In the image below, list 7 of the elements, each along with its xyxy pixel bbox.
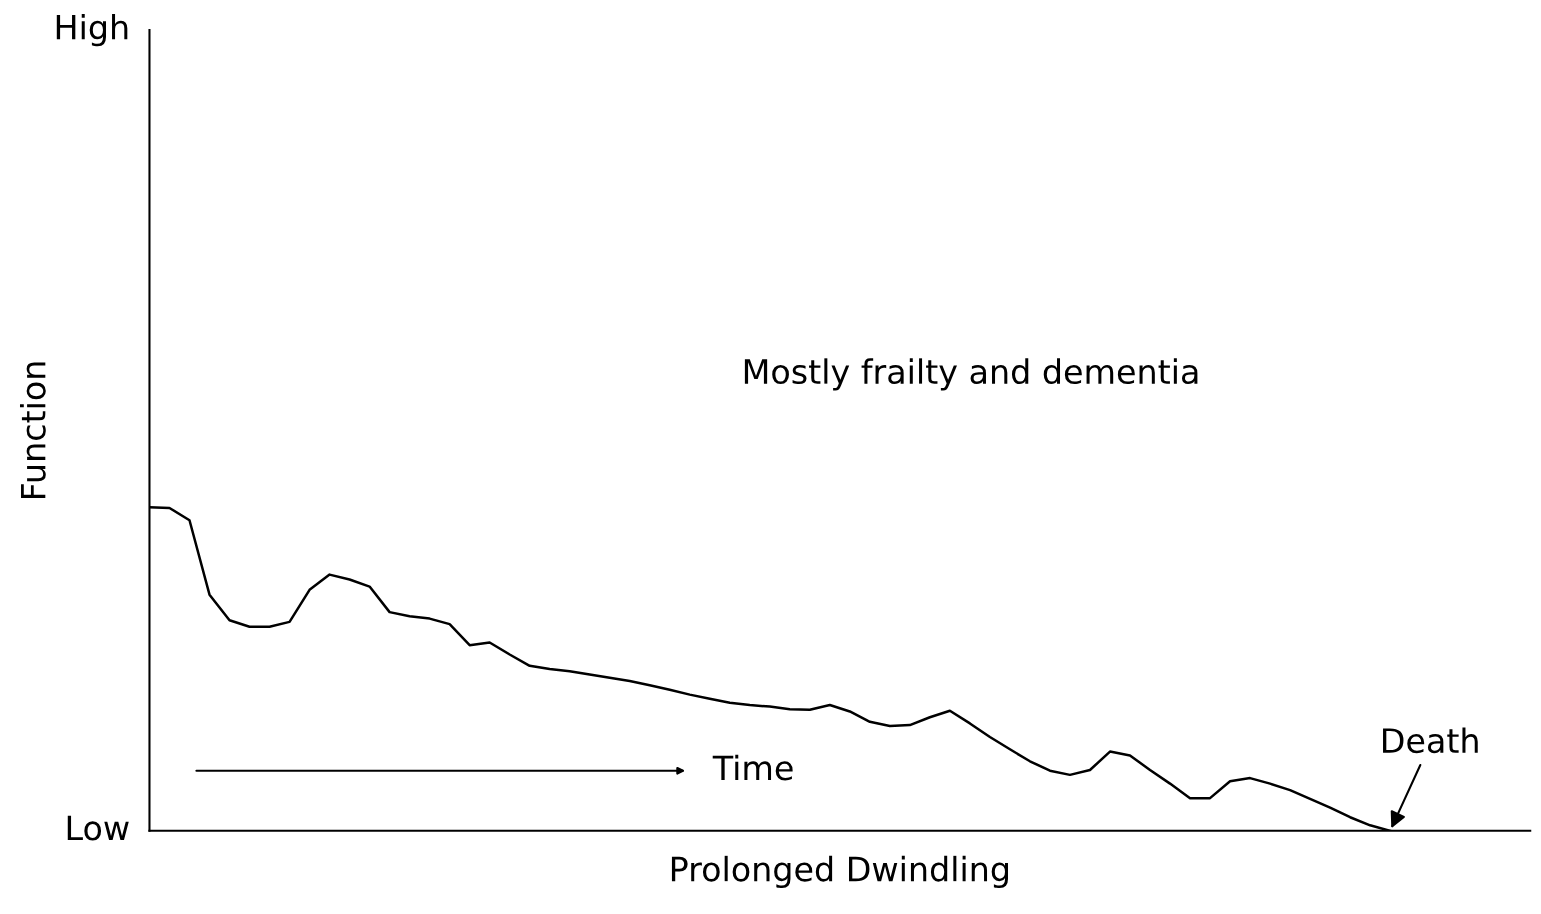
text: High	[56, 14, 128, 47]
x-axis-title: Prolonged Dwindling	[671, 855, 1008, 889]
text: Mostly frailty and dementia	[744, 358, 1198, 391]
y-axis-title: Function	[19, 362, 46, 499]
text: Low	[67, 815, 129, 841]
annotation: Death	[1383, 727, 1478, 754]
annotation: Time	[712, 754, 793, 781]
